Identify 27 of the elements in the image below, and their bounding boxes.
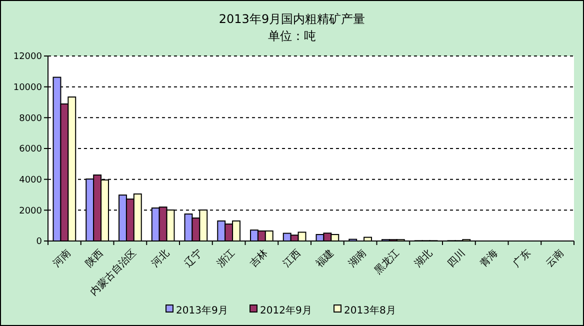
x-tick-label: 河南 <box>50 247 74 270</box>
x-tick-label: 辽宁 <box>182 247 205 270</box>
legend-label: 2012年9月 <box>260 304 312 316</box>
x-tick-label: 福建 <box>313 247 336 270</box>
chart-subtitle: 单位：吨 <box>268 29 316 43</box>
x-tick-label: 湖北 <box>412 247 435 270</box>
x-tick-label: 浙江 <box>214 247 238 270</box>
legend-label: 2013年8月 <box>344 304 396 316</box>
legend-label: 2013年9月 <box>176 304 228 316</box>
x-tick-label: 陕西 <box>83 247 106 270</box>
y-tick-label: 6000 <box>19 144 42 155</box>
y-tick-label: 10000 <box>13 82 42 93</box>
x-tick-label: 云南 <box>544 247 566 270</box>
y-tick-label: 2000 <box>19 206 42 216</box>
y-tick-label: 8000 <box>19 114 42 124</box>
y-tick-label: 4000 <box>19 175 42 186</box>
y-tick-label: 12000 <box>13 52 42 62</box>
chart-title: 2013年9月国内粗精矿产量 <box>218 12 366 26</box>
x-tick-label: 江西 <box>280 247 304 270</box>
x-tick-label: 吉林 <box>248 247 270 270</box>
x-tick-label: 黑龙江 <box>372 247 402 277</box>
y-tick-label: 0 <box>36 237 42 248</box>
x-tick-label: 青海 <box>478 247 500 270</box>
x-tick-label: 四川 <box>444 247 468 270</box>
x-tick-label: 广东 <box>510 247 534 270</box>
x-tick-label: 河北 <box>149 247 172 270</box>
x-tick-label: 湖南 <box>346 247 369 270</box>
